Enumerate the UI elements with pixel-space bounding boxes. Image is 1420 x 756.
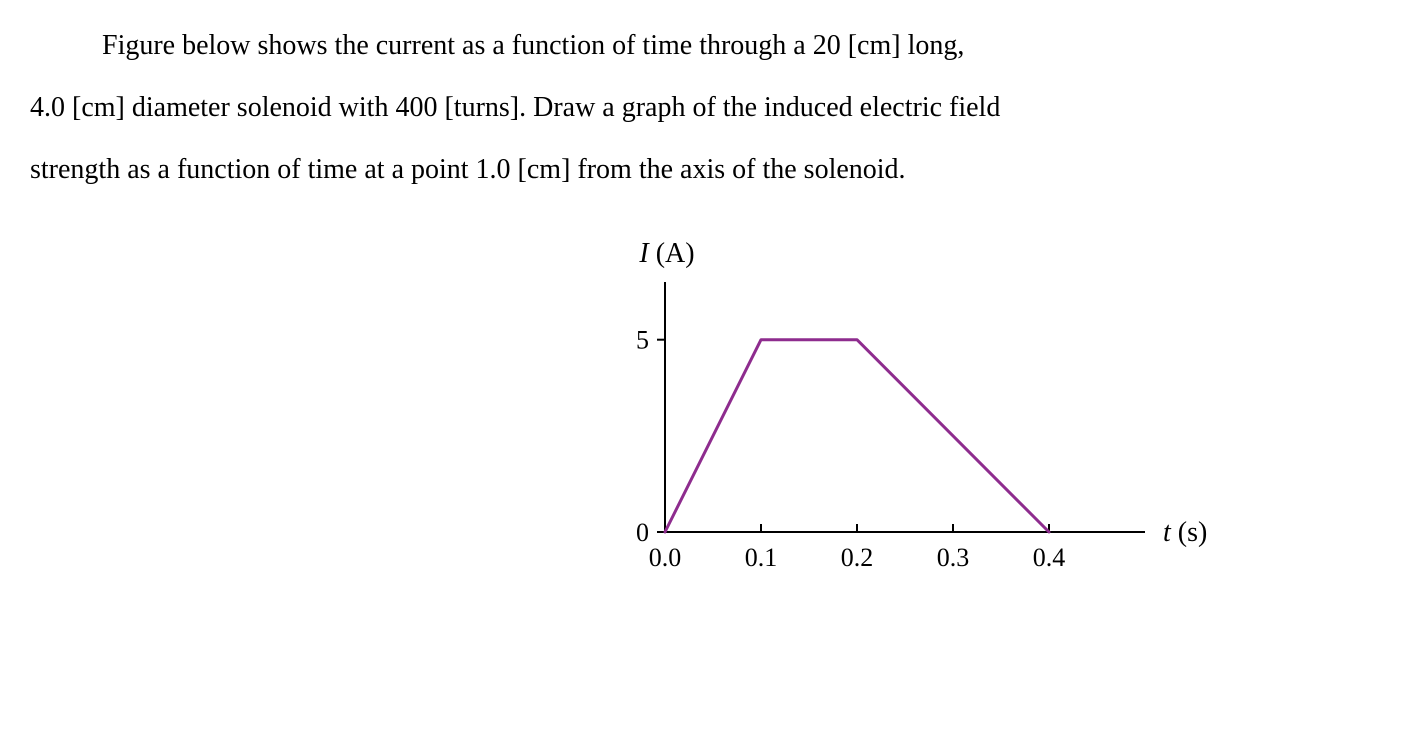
chart-container: 0 5 0.0 0.1 0.2 0.3 0.4 I (A) t (s) [410, 197, 1390, 607]
svg-text:0.3: 0.3 [937, 543, 970, 572]
problem-line-3: strength as a function of time at a poin… [30, 144, 1390, 196]
svg-text:0.1: 0.1 [745, 543, 778, 572]
svg-text:0: 0 [636, 518, 649, 547]
svg-text:I (A): I (A) [638, 238, 694, 269]
svg-text:t (s): t (s) [1163, 517, 1207, 548]
svg-text:0.0: 0.0 [649, 543, 682, 572]
problem-line-2: 4.0 [cm] diameter solenoid with 400 [tur… [30, 82, 1390, 134]
problem-line-1: Figure below shows the current as a func… [30, 20, 1390, 72]
svg-text:0.4: 0.4 [1033, 543, 1066, 572]
svg-text:0.2: 0.2 [841, 543, 874, 572]
current-vs-time-chart: 0 5 0.0 0.1 0.2 0.3 0.4 I (A) t (s) [580, 197, 1220, 607]
svg-text:5: 5 [636, 326, 649, 355]
